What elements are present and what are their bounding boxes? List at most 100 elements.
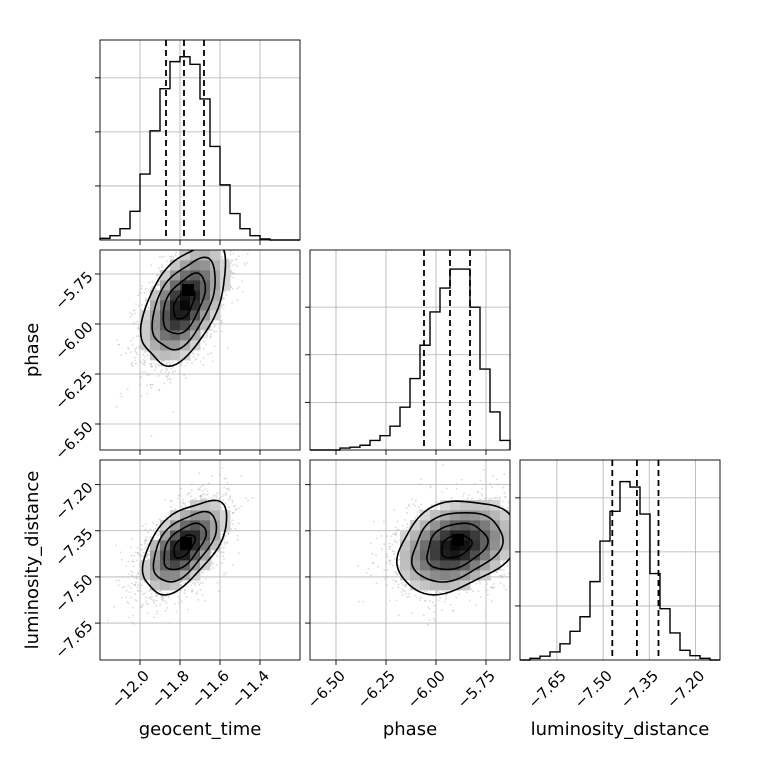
scatter-point bbox=[192, 356, 195, 358]
scatter-point bbox=[119, 393, 122, 395]
contours bbox=[139, 250, 227, 368]
scatter-point bbox=[199, 360, 202, 363]
scatter-point bbox=[161, 256, 164, 258]
scatter-point bbox=[130, 597, 133, 599]
histogram-step bbox=[520, 480, 720, 661]
scatter-point bbox=[174, 254, 177, 256]
scatter-point bbox=[221, 507, 223, 509]
scatter-point bbox=[139, 384, 142, 387]
scatter-point bbox=[189, 492, 192, 495]
contour-level-3 bbox=[151, 256, 216, 351]
scatter-point bbox=[211, 328, 213, 331]
scatter-point bbox=[127, 346, 129, 349]
scatter-point bbox=[186, 595, 188, 598]
scatter-point bbox=[121, 576, 124, 578]
scatter-point bbox=[202, 347, 205, 350]
scatter-point bbox=[192, 582, 194, 584]
scatter-point bbox=[200, 331, 203, 334]
scatter-point bbox=[115, 339, 118, 341]
scatter-point bbox=[174, 602, 177, 605]
scatter-point bbox=[222, 499, 225, 501]
scatter-point bbox=[216, 582, 219, 584]
scatter-point bbox=[165, 363, 168, 366]
scatter-point bbox=[184, 502, 186, 505]
scatter-point bbox=[241, 290, 244, 293]
scatter-point bbox=[145, 555, 148, 558]
scatter-point bbox=[130, 351, 132, 353]
scatter-point bbox=[147, 531, 149, 534]
scatter-point bbox=[130, 339, 133, 342]
density-cell bbox=[170, 320, 181, 331]
scatter-point bbox=[175, 610, 178, 613]
scatter-point bbox=[131, 313, 134, 316]
scatter-point bbox=[232, 252, 235, 255]
scatter-point bbox=[151, 286, 153, 289]
scatter-point bbox=[164, 370, 167, 373]
scatter-point bbox=[233, 272, 236, 275]
scatter-point bbox=[199, 497, 202, 499]
scatter-point bbox=[125, 565, 127, 567]
density-cell bbox=[190, 260, 201, 271]
density-cell bbox=[150, 330, 161, 341]
scatter-point bbox=[236, 534, 239, 537]
scatter-point bbox=[133, 623, 135, 625]
scatter-point bbox=[139, 376, 142, 378]
scatter-point bbox=[233, 505, 236, 507]
scatter-point bbox=[209, 335, 212, 338]
scatter-point bbox=[201, 582, 204, 584]
scatter-point bbox=[154, 287, 157, 290]
scatter-point bbox=[140, 590, 142, 593]
scatter-point bbox=[156, 594, 159, 597]
scatter-point bbox=[171, 500, 173, 503]
scatter-point bbox=[158, 388, 161, 391]
scatter-point bbox=[197, 581, 200, 583]
scatter-point bbox=[143, 592, 146, 595]
scatter-point bbox=[222, 304, 225, 306]
scatter-point bbox=[245, 497, 247, 499]
density-cell bbox=[210, 260, 221, 271]
scatter-point bbox=[141, 371, 144, 373]
scatter-point bbox=[136, 320, 139, 323]
scatter-point bbox=[141, 548, 144, 551]
scatter-point bbox=[198, 583, 201, 586]
scatter-point bbox=[200, 571, 203, 574]
scatter-point bbox=[135, 551, 137, 554]
scatter-point bbox=[205, 343, 207, 346]
scatter-point bbox=[202, 364, 205, 366]
scatter-point bbox=[134, 356, 136, 359]
scatter-point bbox=[136, 586, 139, 589]
density-cell bbox=[170, 340, 181, 351]
scatter-point bbox=[150, 386, 153, 389]
scatter-point bbox=[224, 290, 226, 293]
scatter-point bbox=[237, 522, 240, 525]
scatter-point bbox=[131, 365, 134, 367]
grid-lines bbox=[100, 40, 300, 240]
scatter-point bbox=[157, 283, 160, 286]
scatter-point bbox=[138, 353, 141, 356]
density-cell bbox=[150, 310, 161, 321]
scatter-point bbox=[143, 292, 146, 294]
density-cell bbox=[180, 270, 191, 281]
scatter-point bbox=[236, 287, 239, 290]
density-cell bbox=[190, 280, 201, 291]
scatter-point bbox=[142, 551, 145, 554]
density-cell bbox=[220, 280, 231, 291]
density-cell bbox=[160, 350, 171, 361]
scatter-point bbox=[113, 605, 115, 608]
scatter-point bbox=[127, 602, 130, 605]
scatter-point bbox=[130, 587, 133, 589]
scatter-point bbox=[241, 280, 244, 283]
scatter-point bbox=[202, 493, 204, 496]
scatter-point bbox=[170, 367, 173, 370]
scatter-point bbox=[107, 619, 110, 622]
scatter-point bbox=[131, 344, 134, 347]
scatter-point bbox=[211, 360, 214, 363]
scatter-point bbox=[194, 582, 197, 584]
density-cell bbox=[170, 290, 181, 301]
scatter-point bbox=[225, 492, 228, 494]
scatter-point bbox=[148, 281, 151, 284]
density-cell bbox=[170, 260, 181, 271]
scatter-point bbox=[197, 488, 200, 490]
scatter-point bbox=[128, 616, 131, 619]
density-cell bbox=[210, 300, 221, 311]
